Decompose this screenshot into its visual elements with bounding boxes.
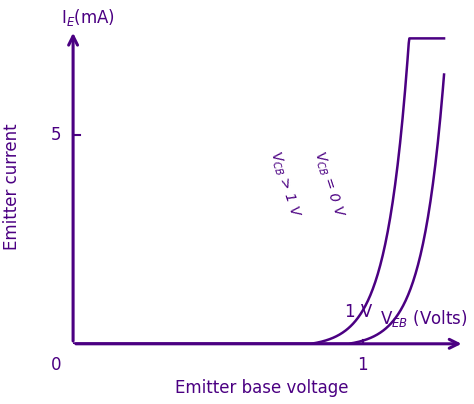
Text: I$_E$(mA): I$_E$(mA): [62, 7, 116, 28]
Text: 1 V: 1 V: [345, 303, 372, 321]
Text: 1: 1: [357, 356, 368, 375]
Text: V$_{EB}$ (Volts): V$_{EB}$ (Volts): [380, 308, 467, 329]
Text: 0: 0: [51, 356, 62, 375]
Text: 5: 5: [51, 126, 62, 143]
Text: V$_{CB}$ = 0 V: V$_{CB}$ = 0 V: [310, 149, 346, 220]
Text: V$_{CB}$ > 1 V: V$_{CB}$ > 1 V: [266, 149, 303, 220]
Text: Emitter base voltage: Emitter base voltage: [175, 379, 348, 398]
Text: Emitter current: Emitter current: [3, 124, 21, 250]
